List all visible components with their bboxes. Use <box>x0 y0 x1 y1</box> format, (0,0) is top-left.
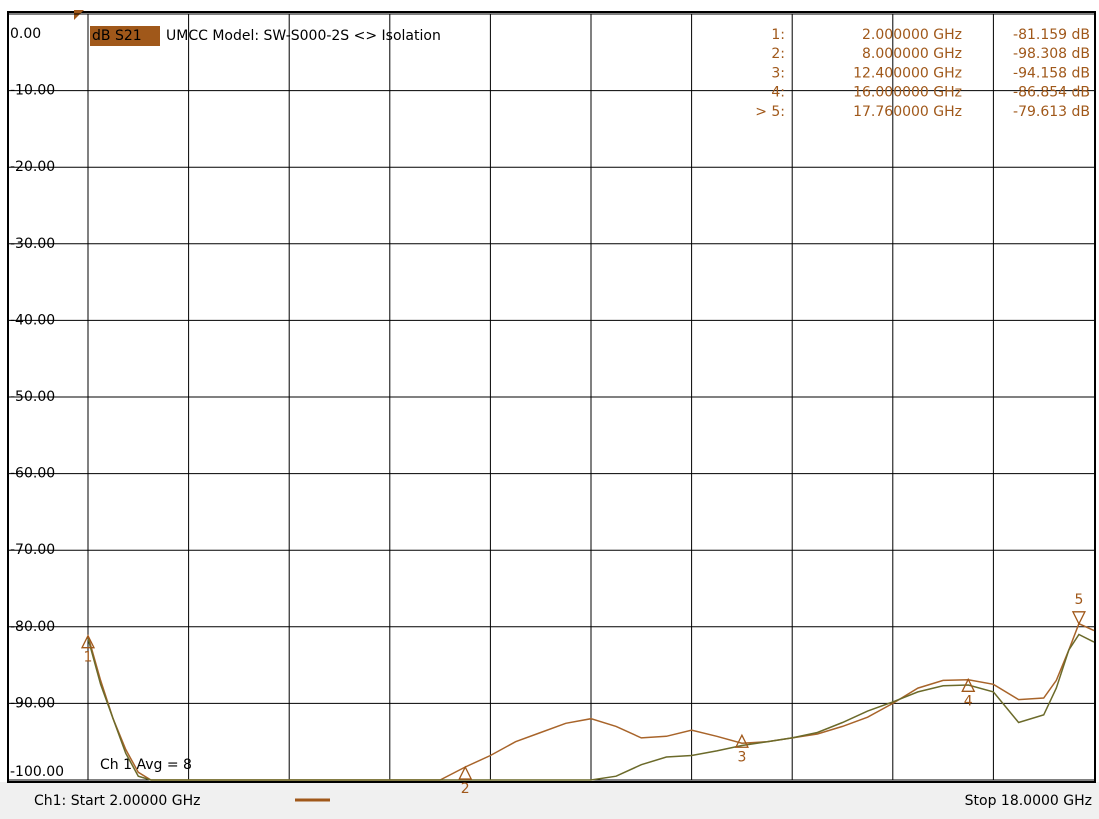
y-tick-label: -60.00 <box>10 466 55 482</box>
stop-label: Stop 18.0000 GHz <box>965 793 1092 809</box>
marker <box>80 634 96 649</box>
marker <box>1071 611 1086 626</box>
chart-subtitle: UMCC Model: SW-S000-2S <> Isolation <box>166 28 441 44</box>
avg-annotation: Ch 1 Avg = 8 <box>100 757 192 773</box>
marker-label: 4 <box>964 693 973 709</box>
ref-marker <box>74 10 84 20</box>
marker-table-cell: 16.000000 GHz <box>853 85 962 101</box>
marker-table-cell: -79.613 dB <box>1013 104 1090 120</box>
marker-table-cell: > 5: <box>755 104 785 120</box>
marker-table-cell: -98.308 dB <box>1013 46 1090 62</box>
chart-title: dB S21 <box>92 28 142 44</box>
y-tick-label: -70.00 <box>10 542 55 558</box>
marker-label: 2 <box>461 781 470 797</box>
trace <box>87 633 1095 781</box>
marker-table-cell: 3: <box>771 65 785 81</box>
marker-table-cell: 2: <box>771 46 785 62</box>
y-tick-label: 0.00 <box>10 26 41 42</box>
start-label: Ch1: Start 2.00000 GHz <box>34 793 200 809</box>
marker-table-cell: 4: <box>771 85 785 101</box>
marker <box>458 765 473 780</box>
y-tick-label: -50.00 <box>10 389 55 405</box>
marker-table-cell: 8.000000 GHz <box>862 46 962 62</box>
y-tick-label: -20.00 <box>10 159 55 175</box>
y-tick-label: -100.00 <box>10 764 64 780</box>
marker-table-cell: 17.760000 GHz <box>853 104 962 120</box>
marker-table-cell: -81.159 dB <box>1013 27 1090 43</box>
marker-table-cell: -94.158 dB <box>1013 65 1090 81</box>
status-bar <box>0 782 1099 819</box>
marker-label: 3 <box>737 749 746 765</box>
y-tick-label: -30.00 <box>10 236 55 252</box>
marker-table-cell: 12.400000 GHz <box>853 65 962 81</box>
y-tick-label: -10.00 <box>10 83 55 99</box>
title-highlight <box>90 26 160 46</box>
marker-table-cell: 2.000000 GHz <box>862 27 962 43</box>
marker <box>734 733 749 748</box>
y-tick-label: -40.00 <box>10 312 55 328</box>
marker-table-cell: 1: <box>771 27 785 43</box>
marker-label: 5 <box>1074 592 1083 608</box>
y-tick-label: -90.00 <box>10 695 55 711</box>
marker-label: 1 <box>84 650 93 666</box>
marker <box>961 677 976 692</box>
marker-table-cell: -86.854 dB <box>1013 85 1090 101</box>
y-tick-label: -80.00 <box>10 619 55 635</box>
